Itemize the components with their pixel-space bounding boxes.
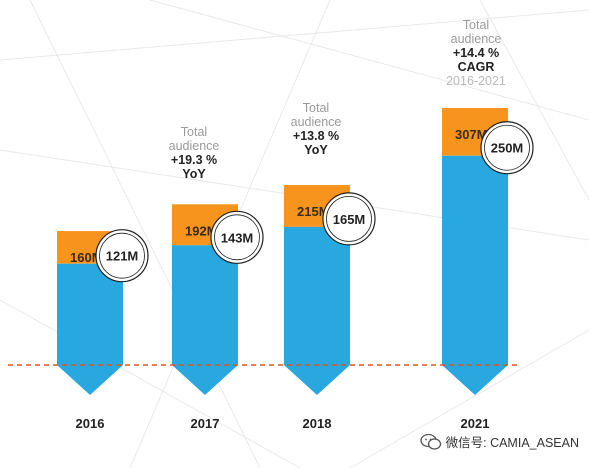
x-tick-2016: 2016 (76, 416, 105, 431)
circle-2016 (95, 229, 149, 283)
circle-2018 (322, 192, 376, 246)
grid-line-7 (149, 0, 589, 121)
annotation-2018: Total audience +13.8 % YoY (256, 101, 376, 157)
x-tick-2021: 2021 (461, 416, 490, 431)
grid-line-4 (479, 0, 589, 201)
circle-2017 (210, 210, 264, 264)
circle-inner-2016 (99, 232, 145, 279)
annotation-2017: Total audience +19.3 % YoY (134, 125, 254, 181)
annotation-2021-growth: +14.4 % (452, 46, 500, 60)
watermark: 微信号: CAMIA_ASEAN (419, 432, 579, 451)
bar-segment-2017 (172, 245, 238, 395)
label-circle-2017: 143M (221, 230, 254, 245)
circle-inner-2021 (484, 124, 530, 171)
annotation-2018-growth: +13.8 % (292, 129, 340, 143)
x-tick-2017: 2017 (191, 416, 220, 431)
grid-line-0 (0, 9, 589, 61)
grid-line-6 (349, 329, 589, 468)
label-total-2018: 215M (297, 204, 330, 219)
x-tick-2018: 2018 (303, 416, 332, 431)
circle-2021 (480, 121, 534, 175)
annotation-2021: Total audience +14.4 % CAGR 2016-2021 (416, 18, 536, 88)
label-total-2021: 307M (455, 127, 488, 142)
annotation-2021-basis: CAGR (457, 60, 495, 74)
annotation-2017-line1: Total (180, 125, 208, 139)
annotation-2018-basis: YoY (304, 143, 328, 157)
bar-segment-2018 (284, 226, 350, 395)
annotation-2018-line2: audience (290, 115, 342, 129)
annotation-2017-growth: +19.3 % (170, 153, 218, 167)
grid-line-5 (0, 299, 301, 468)
label-circle-2016: 121M (106, 249, 139, 264)
bar-segment-2021 (442, 155, 508, 395)
annotation-2021-line2: audience (450, 32, 502, 46)
bar-segment-2016 (57, 263, 123, 395)
annotation-2017-basis: YoY (182, 167, 206, 181)
wechat-icon (419, 433, 441, 450)
label-circle-2018: 165M (333, 212, 366, 227)
label-total-2016: 160M (70, 250, 103, 265)
label-total-2017: 192M (185, 223, 218, 238)
annotation-2018-line1: Total (302, 101, 330, 115)
label-circle-2021: 250M (491, 141, 524, 156)
circle-inner-2017 (214, 214, 260, 261)
annotation-2021-line1: Total (462, 18, 490, 32)
grid-line-2 (29, 0, 261, 468)
annotation-2017-line2: audience (168, 139, 220, 153)
watermark-text: 微信号: CAMIA_ASEAN (445, 436, 579, 450)
circle-inner-2018 (326, 195, 372, 242)
annotation-2021-period: 2016-2021 (446, 74, 506, 88)
